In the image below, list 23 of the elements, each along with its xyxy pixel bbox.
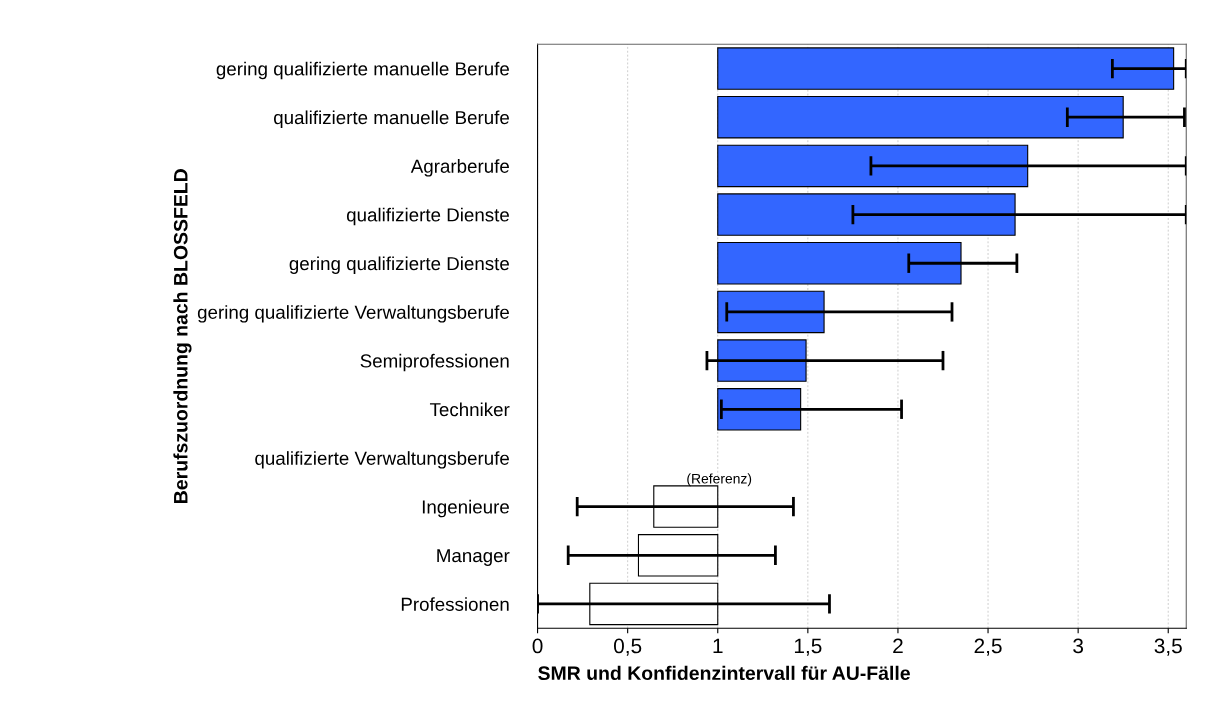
y-tick-label: gering qualifizierte Verwaltungsberufe [197,305,509,323]
y-tick-label: qualifizierte manuelle Berufe [274,110,509,128]
y-axis-title: Berufszuordnung nach BLOSSFELD [173,169,192,503]
x-tick-label: 1 [713,638,723,654]
x-tick-label: 0 [532,638,543,654]
y-tick-label: Professionen [401,597,509,611]
y-tick-label: Ingenieure [422,499,509,518]
x-tick-label: 1,5 [794,638,822,656]
y-tick-label: qualifizierte Verwaltungsberufe [255,451,509,469]
x-tick-label: 0,5 [613,638,642,656]
y-tick-label: gering qualifizierte Dienste [289,256,509,274]
y-tick-label: Manager [437,549,510,566]
x-tick-label: 3 [1073,638,1084,654]
y-tick-label: Techniker [429,402,510,417]
y-tick-label: qualifizierte Dienste [346,207,509,226]
y-tick-label: gering qualifizierte manuelle Berufe [216,61,509,80]
y-tick-label: Agrarberufe [410,159,509,177]
x-tick-label: 2 [893,638,903,654]
y-tick-label: Semiprofessionen [360,353,509,372]
x-tick-label: 3,5 [1154,638,1182,656]
annotation: (Referenz) [687,473,752,487]
x-axis-title: SMR und Konfidenzintervall für AU-Fälle [538,665,910,681]
x-tick-label: 2,5 [974,638,1002,656]
